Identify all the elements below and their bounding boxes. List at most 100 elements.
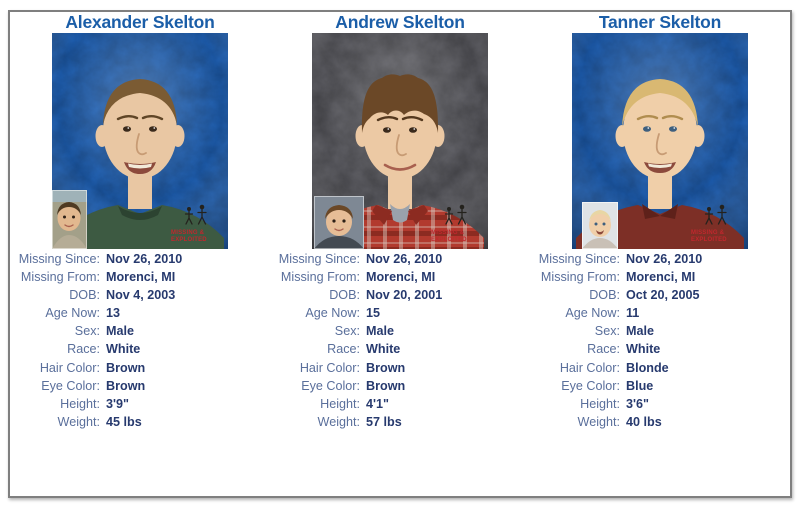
ncmec-watermark: MISSING & EXPLOITED — [171, 204, 207, 243]
detail-label: Missing From: — [280, 270, 360, 285]
detail-label: Eye Color: — [41, 378, 100, 393]
poster-board: Alexander Skelton — [8, 10, 792, 498]
detail-row: Missing From: Morenci, MI — [530, 270, 790, 288]
profile-card-alexander: Alexander Skelton — [10, 12, 270, 496]
detail-value: Brown — [106, 378, 146, 393]
hair — [622, 79, 698, 127]
detail-label: Height: — [60, 396, 100, 411]
detail-value: 4'1" — [366, 396, 389, 411]
detail-row: Missing Since: Nov 26, 2010 — [10, 252, 270, 270]
detail-value: 40 lbs — [626, 414, 662, 429]
age-progressed-photo[interactable]: MISSING & EXPLOITED — [312, 33, 488, 249]
detail-row: Eye Color: Brown — [270, 379, 530, 397]
detail-value: White — [626, 342, 661, 357]
detail-label: Missing From: — [540, 270, 620, 285]
detail-row: Hair Color: Blonde — [530, 361, 790, 379]
detail-label: DOB: — [589, 288, 620, 303]
detail-row: Age Now: 15 — [270, 306, 530, 324]
detail-label: Missing Since: — [18, 252, 100, 266]
detail-row: Missing Since: Nov 26, 2010 — [530, 252, 790, 270]
ncmec-watermark: MISSING & EXPLOITED — [431, 204, 467, 243]
detail-row: Hair Color: Brown — [270, 361, 530, 379]
childhood-photo-inset — [582, 202, 618, 249]
detail-value: Morenci, MI — [626, 270, 696, 285]
detail-row: DOB: Nov 4, 2003 — [10, 288, 270, 306]
detail-value: Brown — [366, 360, 406, 375]
detail-label: Race: — [327, 342, 360, 357]
detail-value: White — [366, 342, 401, 357]
profile-card-andrew: Andrew Skelton — [270, 12, 530, 496]
detail-value: Brown — [366, 378, 406, 393]
detail-row: Sex: Male — [10, 324, 270, 342]
profile-card-tanner: Tanner Skelton — [530, 12, 790, 496]
detail-label: Age Now: — [305, 306, 360, 321]
profile-name-link[interactable]: Alexander Skelton — [65, 12, 215, 32]
detail-label: Missing Since: — [278, 252, 360, 266]
detail-label: Weight: — [317, 414, 360, 429]
detail-value: Male — [626, 324, 654, 339]
shirt — [56, 205, 224, 249]
detail-row: Missing From: Morenci, MI — [270, 270, 530, 288]
detail-label: Hair Color: — [299, 360, 360, 375]
portrait-figure — [56, 79, 224, 249]
details-list: Missing Since: Nov 26, 2010 Missing From:… — [530, 252, 790, 433]
detail-label: Race: — [67, 342, 100, 357]
detail-label: Eye Color: — [301, 378, 360, 393]
detail-label: Sex: — [334, 324, 360, 339]
detail-label: Missing From: — [20, 270, 100, 285]
detail-row: Eye Color: Blue — [530, 379, 790, 397]
detail-label: Eye Color: — [561, 378, 620, 393]
detail-row: DOB: Oct 20, 2005 — [530, 288, 790, 306]
detail-value: Nov 4, 2003 — [106, 288, 176, 303]
hair — [103, 79, 177, 125]
svg-text:MISSING &: MISSING & — [691, 230, 725, 236]
detail-value: White — [106, 342, 141, 357]
svg-text:EXPLOITED: EXPLOITED — [431, 237, 467, 243]
detail-value: Male — [366, 324, 394, 339]
detail-label: DOB: — [329, 288, 360, 303]
detail-row: Sex: Male — [270, 324, 530, 342]
detail-row: Age Now: 11 — [530, 306, 790, 324]
detail-value: Nov 26, 2010 — [626, 252, 703, 266]
svg-text:MISSING &: MISSING & — [171, 230, 205, 236]
detail-row: Weight: 57 lbs — [270, 415, 530, 433]
svg-text:EXPLOITED: EXPLOITED — [691, 237, 727, 243]
detail-value: Oct 20, 2005 — [626, 288, 700, 303]
detail-value: 13 — [106, 306, 121, 321]
detail-row: Hair Color: Brown — [10, 361, 270, 379]
detail-value: Nov 26, 2010 — [106, 252, 183, 266]
detail-value: 15 — [366, 306, 381, 321]
ncmec-watermark: MISSING & EXPLOITED — [691, 204, 727, 243]
detail-value: 57 lbs — [366, 414, 402, 429]
undershirt — [390, 204, 410, 223]
detail-value: Blonde — [626, 360, 669, 375]
detail-label: Height: — [580, 396, 620, 411]
detail-value: 3'9" — [106, 396, 129, 411]
childhood-photo-inset — [314, 196, 364, 249]
detail-label: Age Now: — [565, 306, 620, 321]
detail-row: DOB: Nov 20, 2001 — [270, 288, 530, 306]
detail-value: Nov 20, 2001 — [366, 288, 443, 303]
detail-row: Sex: Male — [530, 324, 790, 342]
detail-row: Height: 4'1" — [270, 397, 530, 415]
detail-row: Age Now: 13 — [10, 306, 270, 324]
detail-row: Weight: 40 lbs — [530, 415, 790, 433]
profile-name-link[interactable]: Andrew Skelton — [335, 12, 465, 32]
detail-label: Weight: — [577, 414, 620, 429]
detail-label: Race: — [587, 342, 620, 357]
details-list: Missing Since: Nov 26, 2010 Missing From:… — [10, 252, 270, 433]
detail-label: DOB: — [69, 288, 100, 303]
age-progressed-photo[interactable]: MISSING & EXPLOITED — [52, 33, 228, 249]
detail-label: Missing Since: — [538, 252, 620, 266]
detail-row: Height: 3'6" — [530, 397, 790, 415]
detail-value: 45 lbs — [106, 414, 142, 429]
detail-value: Morenci, MI — [106, 270, 176, 285]
detail-row: Race: White — [270, 342, 530, 360]
detail-value: 11 — [626, 306, 640, 321]
detail-row: Missing From: Morenci, MI — [10, 270, 270, 288]
age-progressed-photo[interactable]: MISSING & EXPLOITED — [572, 33, 748, 249]
detail-row: Height: 3'9" — [10, 397, 270, 415]
detail-row: Missing Since: Nov 26, 2010 — [270, 252, 530, 270]
profile-name-link[interactable]: Tanner Skelton — [598, 12, 722, 32]
detail-label: Hair Color: — [559, 360, 620, 375]
